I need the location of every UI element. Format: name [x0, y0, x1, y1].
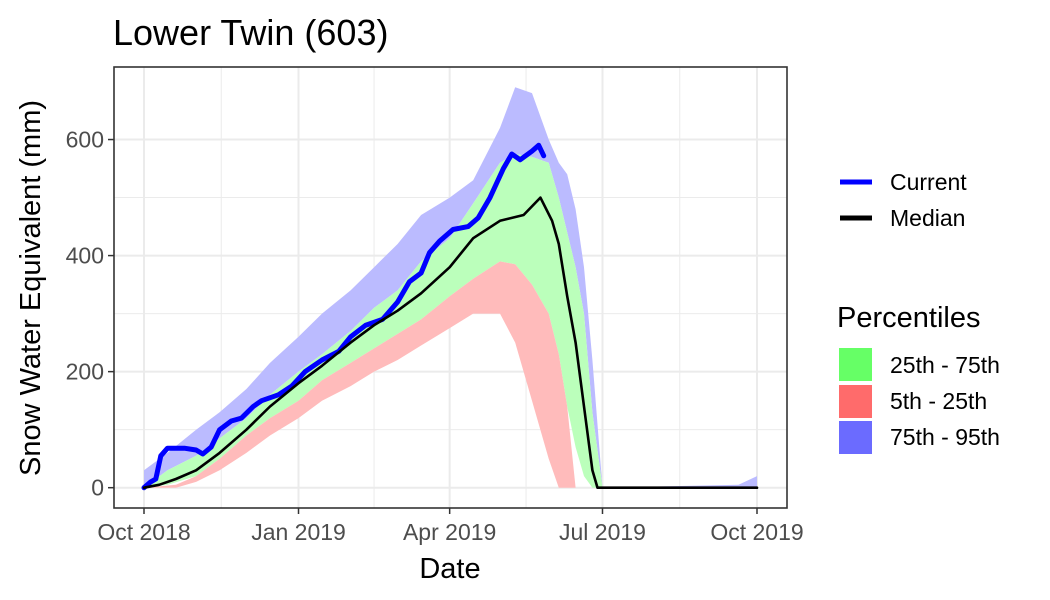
legend-swatch-5-25 — [839, 385, 872, 418]
x-tick-label: Oct 2018 — [97, 519, 190, 545]
x-tick-label: Jul 2019 — [559, 519, 646, 545]
y-tick-label: 400 — [66, 243, 104, 269]
y-axis: 0 200 400 600 — [66, 127, 114, 501]
y-tick-label: 600 — [66, 127, 104, 153]
band-5th-25th — [144, 261, 576, 488]
line-median — [142, 196, 759, 490]
legend-swatch-25-75 — [839, 348, 872, 381]
y-axis-title: Snow Water Equivalent (mm) — [15, 100, 47, 476]
series-lines — [141, 142, 759, 491]
x-axis-title: Date — [419, 553, 480, 585]
legend-swatch-75-95 — [839, 421, 872, 454]
band-75th-95th — [144, 87, 757, 488]
legend-current-label: Current — [890, 169, 967, 195]
y-tick-label: 200 — [66, 359, 104, 385]
legend-label-5-25: 5th - 25th — [890, 388, 987, 414]
legend: Current Median Percentiles 25th - 75th 5… — [837, 169, 1000, 454]
legend-median-label: Median — [890, 205, 965, 231]
plot-border — [113, 66, 788, 509]
x-tick-label: Oct 2019 — [710, 519, 803, 545]
x-tick-label: Apr 2019 — [403, 519, 496, 545]
legend-label-25-75: 25th - 75th — [890, 352, 1000, 378]
chart-title: Lower Twin (603) — [113, 12, 388, 53]
x-tick-label: Jan 2019 — [251, 519, 346, 545]
legend-label-75-95: 75th - 95th — [890, 424, 1000, 450]
x-axis: Oct 2018 Jan 2019 Apr 2019 Jul 2019 Oct 2019 — [97, 508, 804, 545]
y-tick-label: 0 — [91, 475, 104, 501]
plot-panel — [113, 66, 788, 509]
legend-percentiles-title: Percentiles — [837, 302, 980, 334]
